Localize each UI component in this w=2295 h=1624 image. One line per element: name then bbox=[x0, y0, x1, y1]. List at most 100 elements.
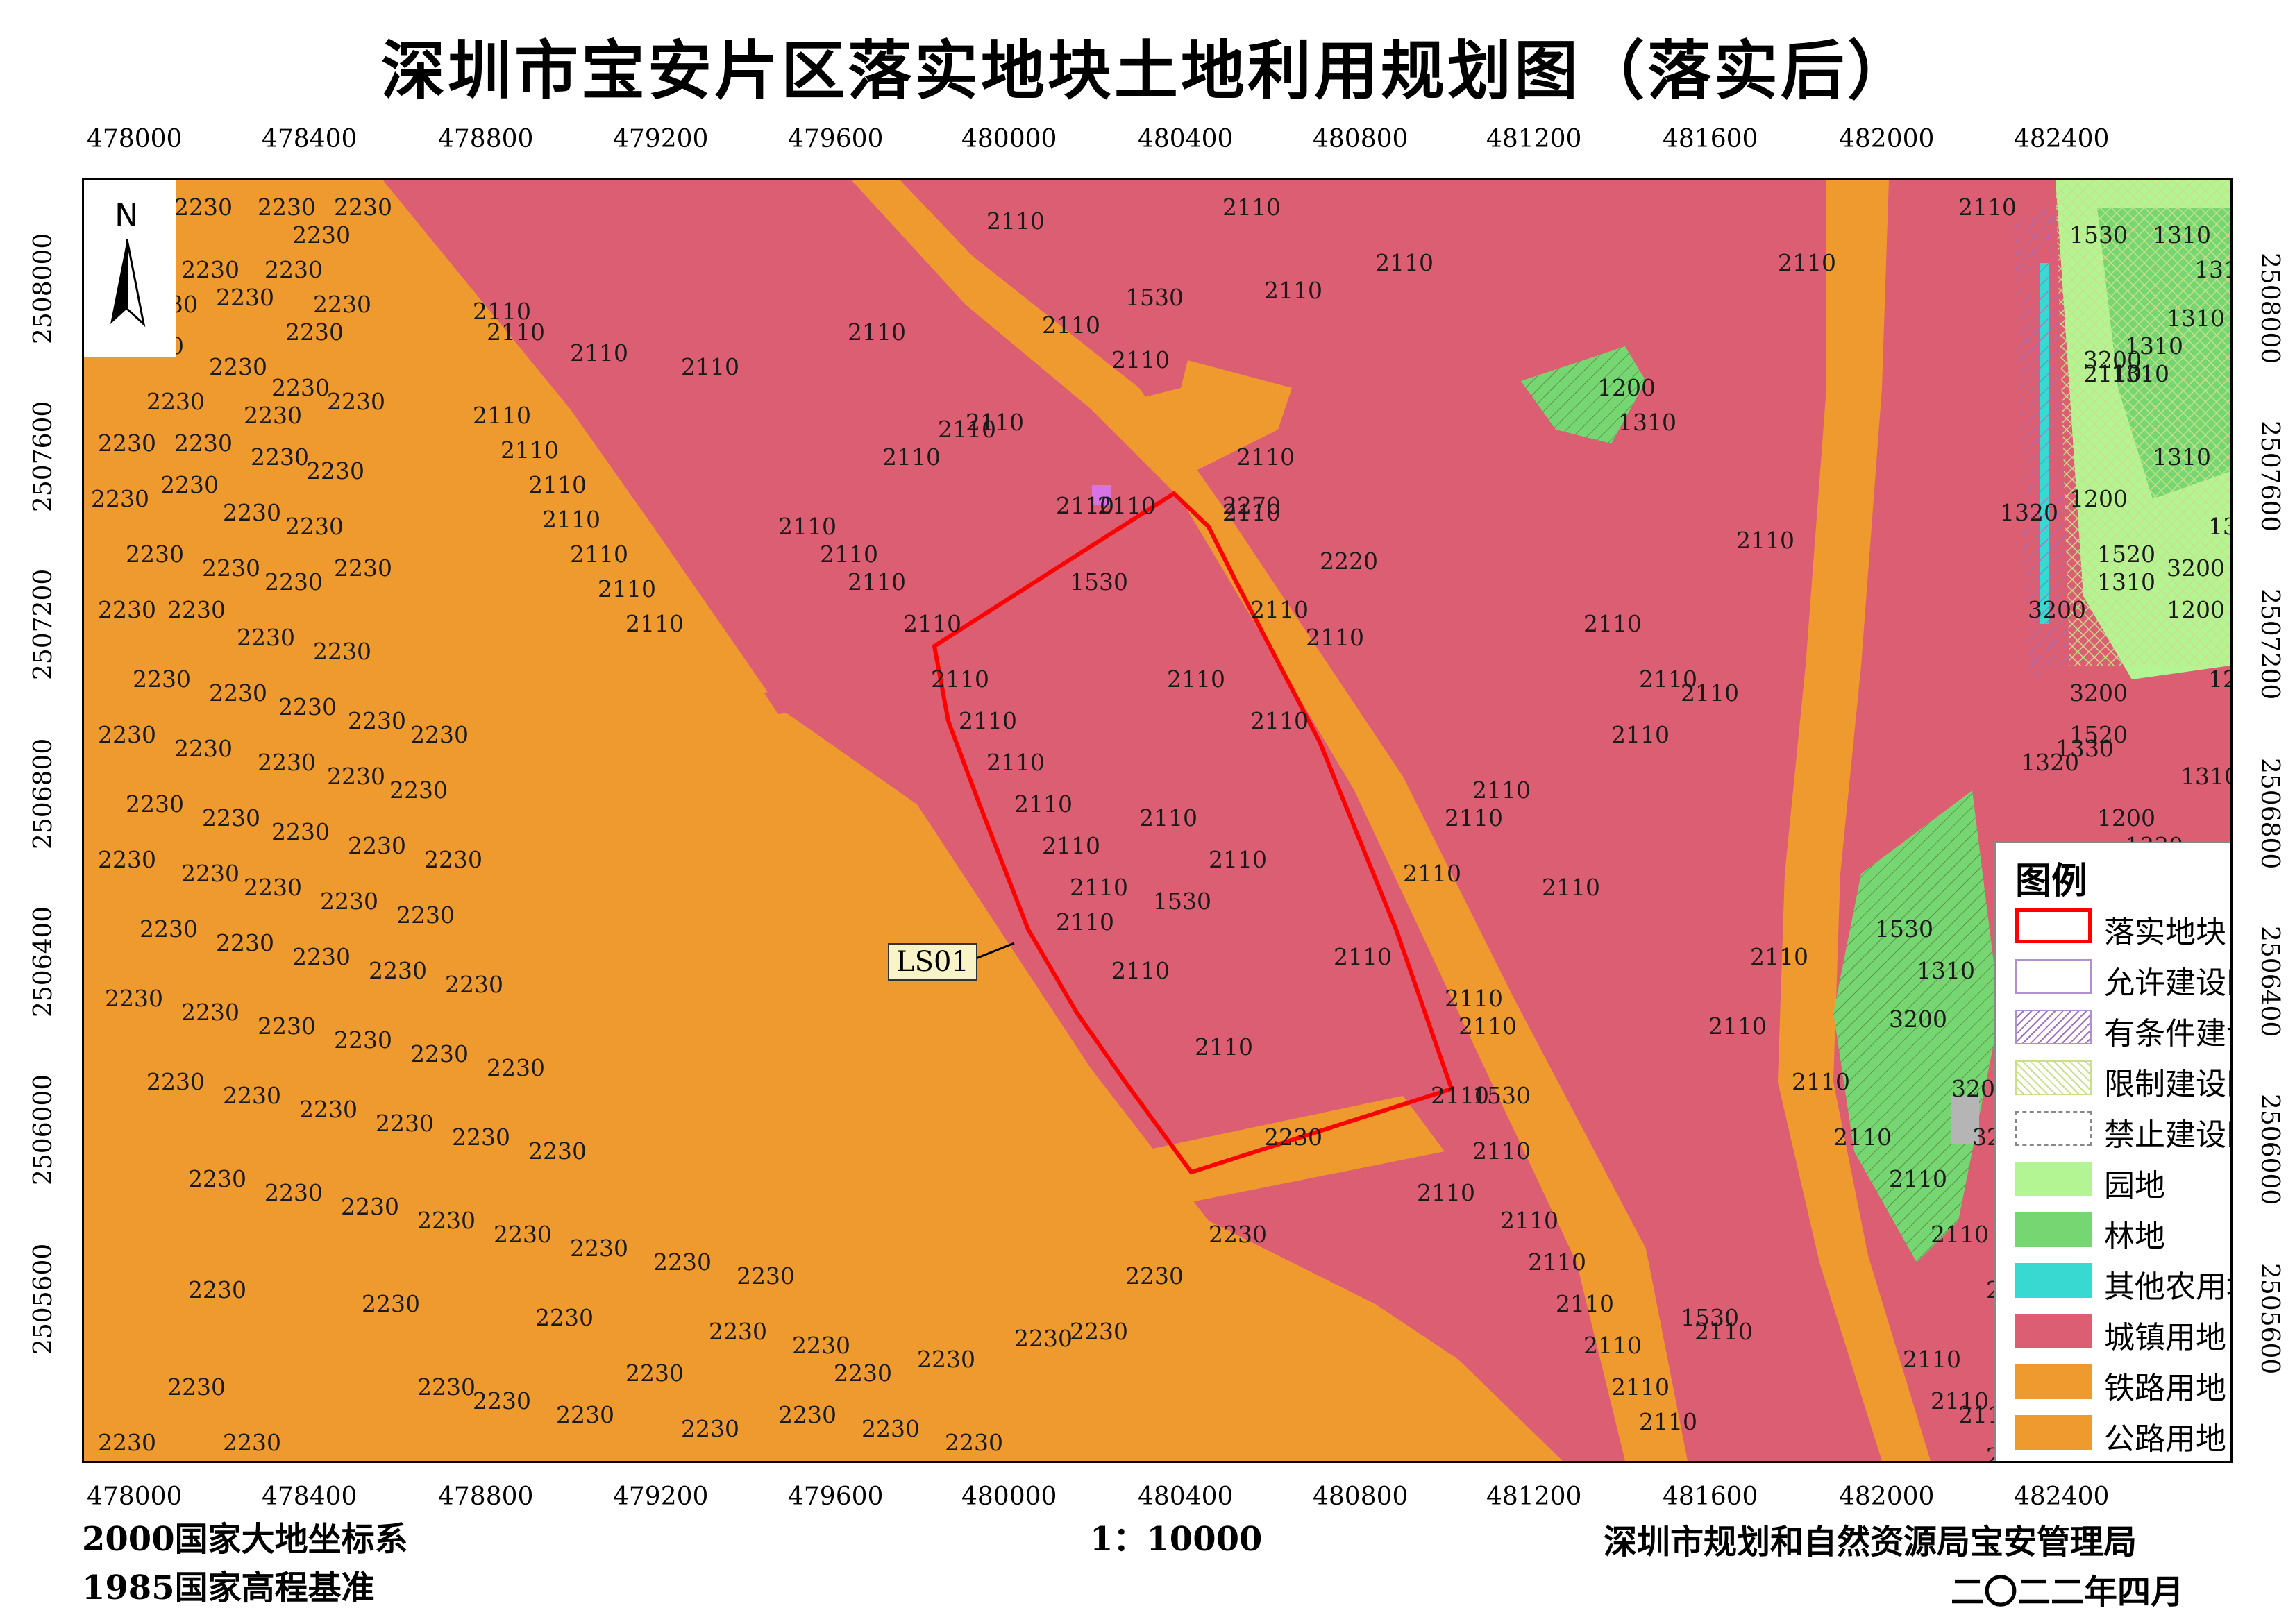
legend-title: 图例 bbox=[2015, 861, 2088, 902]
parcel-code-label: 2110 bbox=[1403, 860, 1461, 887]
parcel-code-label: 2110 bbox=[938, 416, 996, 443]
parcel-code-label: 1520 bbox=[2069, 721, 2128, 748]
parcel-code-label: 2110 bbox=[487, 319, 545, 346]
parcel-code-label: 2110 bbox=[966, 409, 1024, 436]
parcel-code-label: 2230 bbox=[98, 721, 156, 748]
parcel-callout[interactable]: LS01 bbox=[888, 943, 977, 981]
parcel-code-label: 2230 bbox=[473, 1387, 531, 1414]
parcel-code-label: 2230 bbox=[334, 1026, 392, 1054]
x-tick-top: 482000 bbox=[1839, 125, 1935, 153]
airport-land-area bbox=[84, 180, 1563, 1461]
parcel-code-label: 1310 bbox=[1917, 957, 1975, 984]
parcel-code-label: 2110 bbox=[1042, 832, 1100, 859]
parcel-code-label: 2230 bbox=[244, 874, 302, 901]
parcel-code-label: 2230 bbox=[223, 1429, 281, 1456]
parcel-code-label: 2230 bbox=[424, 846, 482, 873]
parcel-code-label: 2230 bbox=[98, 596, 156, 623]
parcel-code-label: 1310 bbox=[2111, 360, 2169, 387]
restricted-area bbox=[2056, 180, 2230, 666]
parcel-code-label: 2230 bbox=[160, 471, 219, 498]
parcel-code-label: 2110 bbox=[2083, 360, 2142, 387]
parcel-code-label: 2110 bbox=[1472, 777, 1531, 804]
parcel-code-label: 2230 bbox=[244, 402, 302, 429]
parcel-code-label: 2230 bbox=[778, 1401, 837, 1428]
parcel-code-label: 2110 bbox=[598, 575, 656, 602]
ls01-boundary bbox=[932, 491, 1454, 1175]
conditional-patch bbox=[1521, 346, 1646, 443]
y-tick-left: 2507600 bbox=[29, 400, 58, 512]
legend-item: 园地 bbox=[2015, 1159, 2230, 1203]
x-tick-bottom: 478800 bbox=[438, 1482, 534, 1511]
parcel-code-label: 2230 bbox=[292, 221, 351, 248]
parcel-code-label: 2110 bbox=[1958, 194, 2017, 221]
parcel-code-label: 1310 bbox=[1618, 409, 1676, 436]
parcel-code-label: 2230 bbox=[98, 430, 156, 457]
reserve-area bbox=[1951, 1096, 1979, 1144]
parcel-code-label: 1320 bbox=[2021, 749, 2079, 776]
parcel-code-label: 2110 bbox=[1306, 624, 1364, 651]
parcel-code-label: 2110 bbox=[1681, 679, 1739, 707]
parcel-code-label: 1310 bbox=[2180, 763, 2230, 790]
legend-label: 铁路用地 bbox=[2104, 1371, 2226, 1406]
parcel-code-label: 1310 bbox=[2153, 443, 2211, 471]
parcel-code-label: 2230 bbox=[126, 790, 184, 818]
parcel-code-label: 2230 bbox=[285, 319, 344, 346]
parcel-code-label: 2230 bbox=[181, 860, 239, 887]
parcel-code-label: 3200 bbox=[2028, 596, 2086, 623]
parcel-code-label: 2110 bbox=[1236, 443, 1295, 471]
legend-label: 有条件建设区 bbox=[2104, 1016, 2230, 1051]
highway-east bbox=[1778, 180, 1931, 1461]
parcel-code-label: 2230 bbox=[306, 457, 364, 484]
parcel-code-label: 1530 bbox=[1875, 915, 1933, 942]
parcel-code-label: 2230 bbox=[91, 485, 149, 512]
highway-branch bbox=[1098, 360, 1292, 471]
parcel-code-label: 2110 bbox=[681, 353, 739, 380]
y-tick-left: 2505600 bbox=[29, 1243, 58, 1355]
parcel-code-label: 1200 bbox=[2208, 666, 2230, 693]
map-frame[interactable]: 2230 2230 2230 2230 2230 2230 2230 2230 2230 2230… bbox=[82, 178, 2233, 1463]
y-tick-right: 2506000 bbox=[2255, 1094, 2284, 1206]
legend-label: 其他农用地 bbox=[2104, 1269, 2230, 1305]
legend-swatch bbox=[2015, 1060, 2092, 1095]
parcel-code-label: 2110 bbox=[882, 443, 941, 471]
parcel-code-label: 2110 bbox=[1792, 1068, 1850, 1095]
parcel-code-label: 2230 bbox=[570, 1235, 628, 1262]
parcel-code-label: 2110 bbox=[1056, 908, 1114, 936]
x-tick-bottom: 480400 bbox=[1138, 1482, 1234, 1511]
x-tick-top: 478000 bbox=[87, 125, 183, 153]
parcel-code-label: 1310 bbox=[2208, 513, 2230, 540]
x-tick-bottom: 478400 bbox=[262, 1482, 358, 1511]
north-arrow-icon bbox=[110, 239, 146, 328]
parcel-code-label: 2230 bbox=[216, 284, 274, 311]
parcel-code-label: 2110 bbox=[1736, 527, 1794, 554]
parcel-code-label: 2230 bbox=[417, 1207, 476, 1234]
legend-label: 落实地块 bbox=[2104, 915, 2226, 950]
parcel-code-label: 2110 bbox=[1014, 790, 1073, 818]
parcel-code-label: 2230 bbox=[258, 194, 316, 221]
parcel-code-label: 3200 bbox=[1889, 1006, 1947, 1033]
parcel-code-label: 2110 bbox=[501, 437, 559, 464]
parcel-code-label: 2110 bbox=[1139, 804, 1197, 831]
parcel-code-label: 2110 bbox=[1111, 346, 1170, 373]
parcel-code-label: 2230 bbox=[209, 353, 267, 380]
parcel-code-label: 2110 bbox=[1056, 492, 1114, 519]
road-land-area bbox=[764, 659, 889, 714]
parcel-code-label: 2110 bbox=[1250, 596, 1309, 623]
parcel-code-label: 2220 bbox=[1320, 548, 1378, 575]
parcel-code-label: 2270 bbox=[1222, 492, 1281, 519]
x-tick-bottom: 480800 bbox=[1313, 1482, 1409, 1511]
parcel-code-label: 2230 bbox=[126, 541, 184, 568]
parcel-code-label: 2230 bbox=[410, 721, 469, 748]
parcel-code-label: 2230 bbox=[487, 1054, 545, 1081]
y-tick-left: 2508000 bbox=[29, 232, 58, 344]
legend-item: 铁路用地 bbox=[2015, 1362, 2230, 1406]
legend-item: 有条件建设区 bbox=[2015, 1007, 2230, 1051]
parcel-code-label: 2230 bbox=[223, 1082, 281, 1109]
parcel-code-label: 1520 bbox=[2097, 541, 2155, 568]
conditional-strip bbox=[2014, 208, 2069, 679]
parcel-code-label: 2110 bbox=[986, 208, 1045, 235]
parcel-code-label: 3200 bbox=[2069, 679, 2128, 707]
publish-date: 二〇二二年四月 bbox=[1951, 1573, 2185, 1612]
parcel-code-label: 1530 bbox=[1472, 1082, 1531, 1109]
parcel-code-label: 2230 bbox=[285, 513, 344, 540]
